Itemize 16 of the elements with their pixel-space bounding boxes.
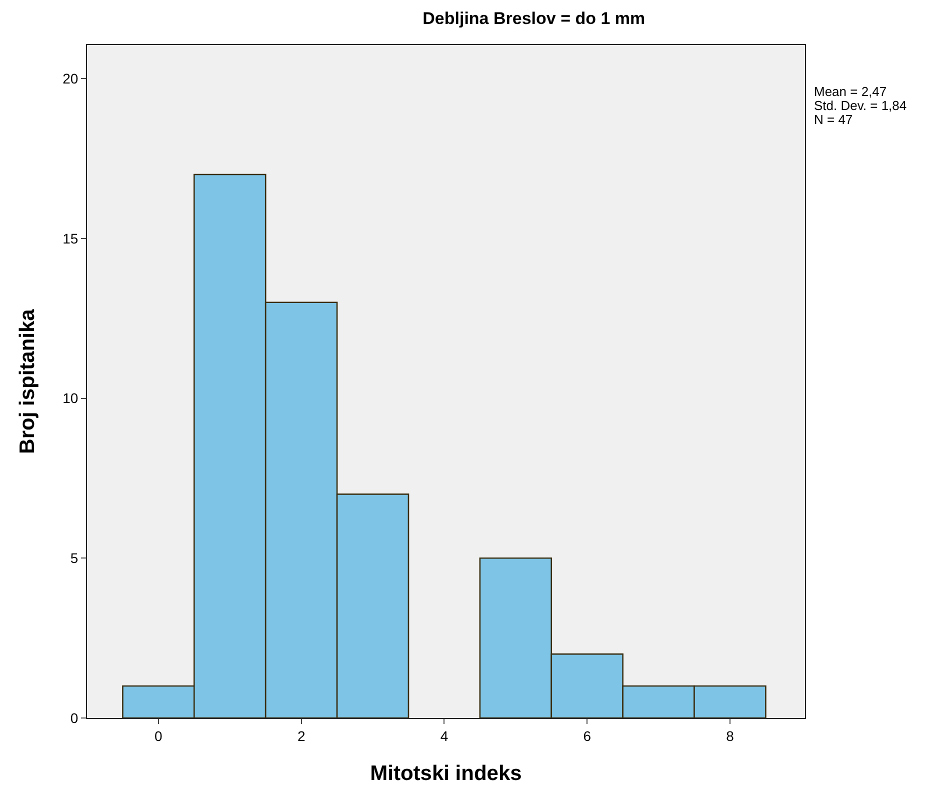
x-axis-title: Mitotski indeks [370, 762, 522, 785]
text: N = 47 [814, 112, 853, 127]
y-tick-label: 0 [70, 710, 78, 726]
y-tick-label: 10 [62, 390, 78, 406]
y-axis-title: Broj ispitanika [16, 308, 39, 454]
x-tick-label: 4 [440, 728, 448, 744]
x-tick-label: 8 [726, 728, 734, 744]
chart-title: Debljina Breslov = do 1 mm [422, 8, 646, 28]
text: Std. Dev. = 1,84 [814, 98, 907, 113]
x-tick-label: 6 [583, 728, 592, 744]
text: Mean = 2,47 [814, 84, 887, 99]
x-tick-label: 2 [297, 728, 306, 744]
y-tick-label: 15 [62, 230, 78, 246]
y-tick-label: 5 [70, 550, 78, 566]
x-tick-label: 0 [154, 728, 163, 744]
y-tick-label: 20 [62, 70, 78, 86]
